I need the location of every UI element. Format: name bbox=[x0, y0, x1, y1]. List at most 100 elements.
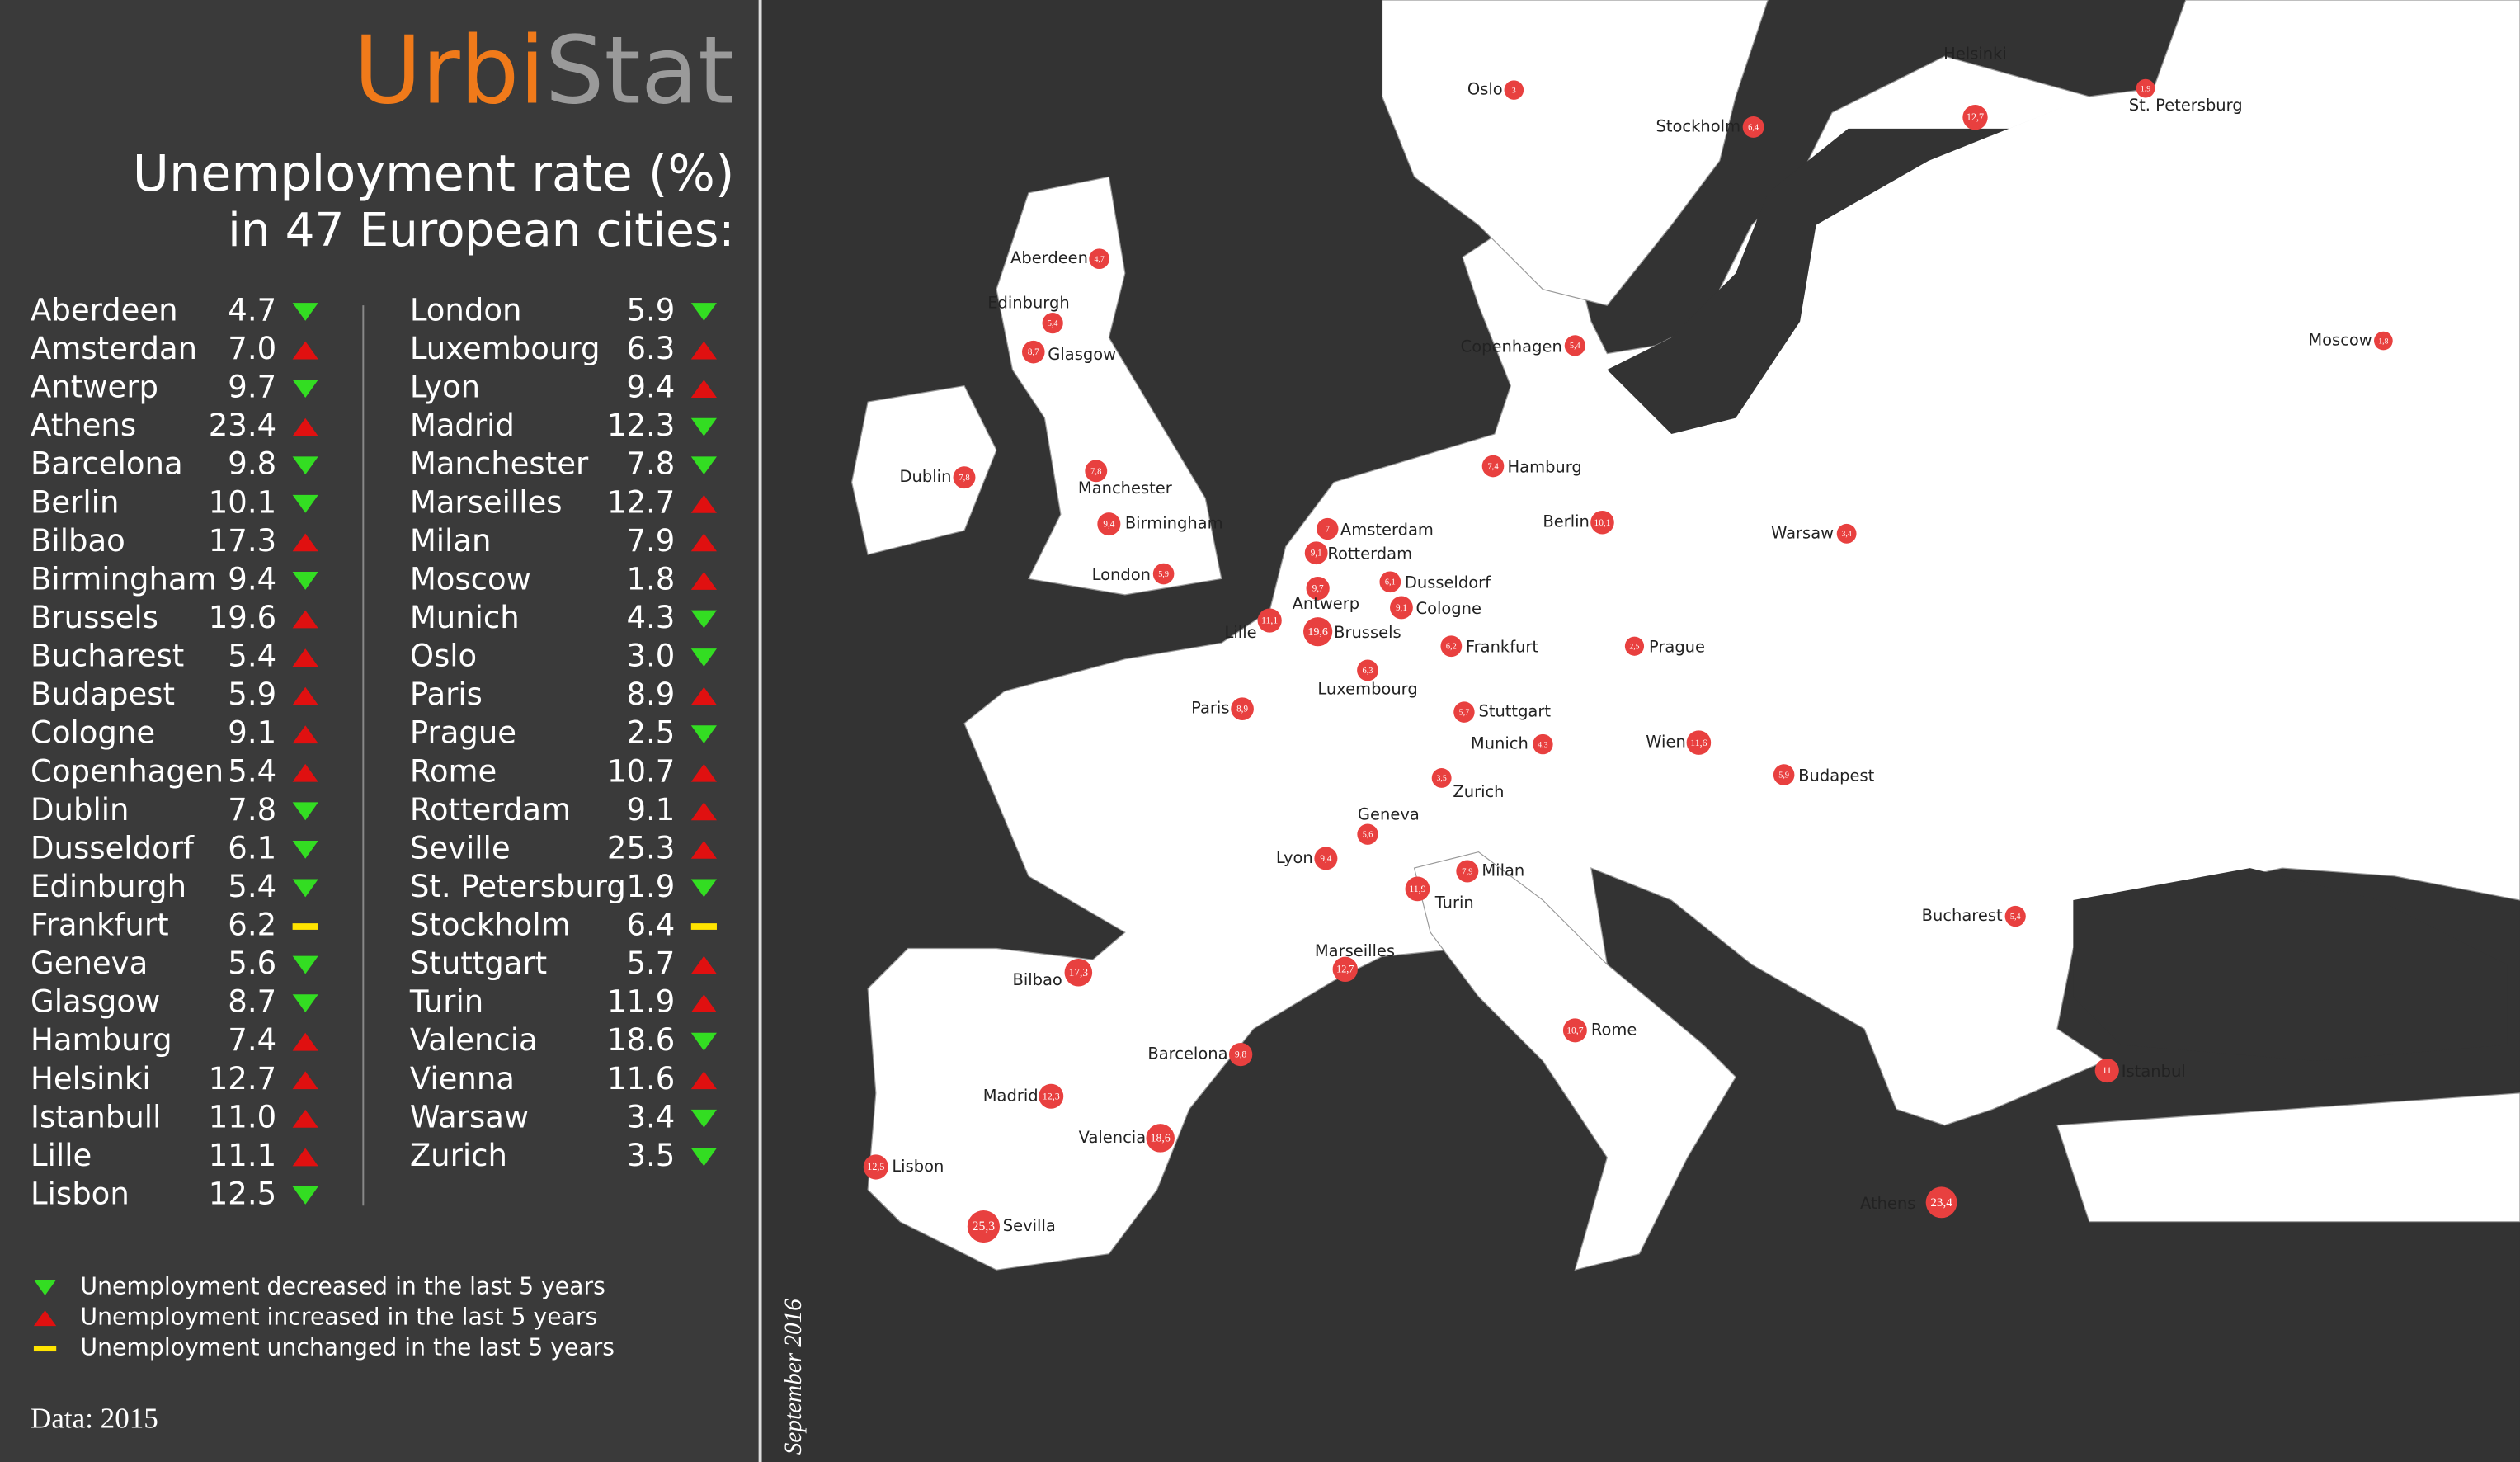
great-britain bbox=[996, 176, 1222, 596]
black-sea bbox=[2073, 868, 2508, 1061]
marker-value: 19,6 bbox=[1307, 625, 1328, 639]
city-marker bbox=[1562, 1018, 1587, 1043]
marker-city: Berlin bbox=[1543, 512, 1589, 531]
marker-value: 7,8 bbox=[1090, 466, 1101, 476]
city-marker bbox=[1357, 823, 1378, 845]
city-value: 6.4 bbox=[626, 908, 675, 943]
city-value: 10.1 bbox=[209, 484, 276, 520]
italy bbox=[1413, 851, 1736, 1271]
city-name: Brussels bbox=[31, 600, 158, 635]
city-marker bbox=[1773, 764, 1795, 785]
city-value: 9.7 bbox=[228, 370, 276, 405]
marker-city: Munich bbox=[1471, 734, 1528, 753]
city-value: 18.6 bbox=[607, 1022, 675, 1058]
city-value: 10.7 bbox=[607, 753, 675, 789]
marker-value: 17,3 bbox=[1069, 966, 1089, 979]
marker-city: Manchester bbox=[1078, 479, 1172, 498]
city-name: Lisbon bbox=[31, 1176, 130, 1211]
city-value: 9.1 bbox=[626, 792, 675, 828]
city-name: Amsterdan bbox=[31, 331, 197, 366]
city-name: Barcelona bbox=[31, 446, 183, 482]
marker-city: Aberdeen bbox=[1010, 248, 1088, 267]
city-name: Rome bbox=[410, 753, 497, 789]
marker-city: Cologne bbox=[1415, 599, 1481, 618]
trend-down bbox=[690, 1109, 717, 1128]
city-name: Moscow bbox=[410, 561, 531, 597]
marker-city: Budapest bbox=[1798, 766, 1874, 785]
city-value: 7.9 bbox=[626, 523, 675, 559]
brand-urbi: Urbi bbox=[354, 16, 545, 125]
city-marker bbox=[2136, 78, 2155, 98]
city-value: 11.0 bbox=[209, 1099, 276, 1134]
marker-city: Bucharest bbox=[1922, 906, 2003, 925]
trend-down bbox=[690, 725, 717, 744]
city-marker bbox=[1146, 1124, 1175, 1153]
marker-value: 5,4 bbox=[1570, 342, 1580, 351]
trend-down bbox=[292, 955, 318, 974]
marker-value: 9,8 bbox=[1235, 1050, 1246, 1060]
marker-city: Luxembourg bbox=[1317, 679, 1417, 698]
city-marker bbox=[1504, 80, 1524, 100]
city-marker bbox=[2004, 905, 2026, 927]
city-name: Stockholm bbox=[410, 908, 571, 943]
marker-value: 3,5 bbox=[1437, 774, 1447, 783]
marker-city: Copenhagen bbox=[1461, 337, 1562, 356]
city-value: 9.4 bbox=[626, 370, 675, 405]
city-name: Prague bbox=[410, 715, 516, 751]
marker-city: Frankfurt bbox=[1466, 638, 1539, 657]
city-value: 5.4 bbox=[228, 753, 276, 789]
marker-value: 4,3 bbox=[1538, 740, 1547, 749]
city-value: 2.5 bbox=[626, 715, 675, 751]
date: September 2016 bbox=[780, 1299, 807, 1455]
marker-city: Sevilla bbox=[1003, 1216, 1056, 1235]
marker-city: Oslo bbox=[1467, 80, 1503, 99]
marker-city: Marseilles bbox=[1315, 941, 1395, 960]
marker-value: 9,7 bbox=[1312, 584, 1324, 594]
city-marker bbox=[967, 1210, 1000, 1243]
trend-up bbox=[292, 763, 318, 782]
marker-value: 11,1 bbox=[1261, 615, 1278, 626]
city-marker bbox=[1332, 956, 1358, 983]
city-value: 6.3 bbox=[626, 331, 675, 366]
marker-value: 5,4 bbox=[1048, 319, 1058, 328]
city-value: 3.0 bbox=[626, 639, 675, 674]
trend-down bbox=[292, 879, 318, 898]
marker-value: 7,9 bbox=[1462, 866, 1472, 876]
city-value: 19.6 bbox=[209, 600, 276, 635]
marker-value: 7,4 bbox=[1487, 462, 1499, 471]
marker-value: 5,9 bbox=[1778, 771, 1789, 780]
marker-city: Valencia bbox=[1079, 1128, 1147, 1147]
marker-value: 23,4 bbox=[1930, 1196, 1952, 1210]
marker-city: Milan bbox=[1481, 861, 1524, 880]
trend-up bbox=[33, 1310, 57, 1327]
marker-city: Paris bbox=[1191, 699, 1229, 718]
city-marker bbox=[1257, 608, 1282, 633]
city-marker bbox=[953, 466, 976, 489]
city-name: London bbox=[410, 292, 522, 328]
marker-value: 7,8 bbox=[959, 473, 969, 483]
city-name: St. Petersburg bbox=[410, 869, 626, 904]
city-marker bbox=[2374, 331, 2393, 351]
marker-value: 18,6 bbox=[1151, 1132, 1171, 1144]
city-name: Madrid bbox=[410, 408, 515, 443]
trend-down bbox=[292, 802, 318, 821]
marker-city: St. Petersburg bbox=[2129, 96, 2243, 115]
city-marker bbox=[1231, 697, 1254, 721]
map: 3 Oslo 6,4 Stockholm 12,7 Helsinki 1,9 St. Pete… bbox=[761, 0, 2520, 1462]
marker-city: Lyon bbox=[1276, 848, 1313, 867]
city-value: 9.4 bbox=[228, 561, 276, 597]
city-marker bbox=[1564, 335, 1585, 356]
title-line: in 47 European cities: bbox=[228, 204, 734, 257]
city-value: 7.0 bbox=[228, 331, 276, 366]
city-value: 12.7 bbox=[209, 1061, 276, 1096]
marker-value: 12,7 bbox=[1967, 111, 1984, 123]
marker-value: 8,9 bbox=[1236, 705, 1248, 714]
trend-up bbox=[292, 1148, 318, 1167]
city-marker bbox=[863, 1154, 888, 1180]
trend-up bbox=[292, 341, 318, 360]
marker-value: 9,4 bbox=[1320, 854, 1331, 864]
city-name: Manchester bbox=[410, 446, 589, 482]
marker-value: 12,7 bbox=[1336, 964, 1354, 975]
